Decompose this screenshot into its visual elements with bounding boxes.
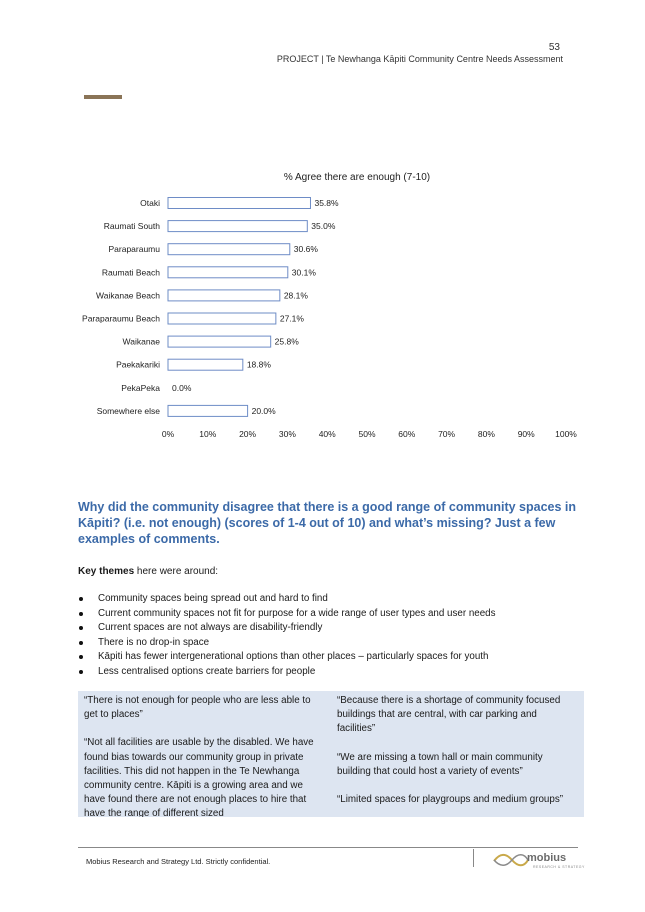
bar — [167, 404, 249, 417]
quote: “Limited spaces for playgroups and mediu… — [337, 794, 563, 806]
bar — [167, 243, 291, 256]
value-label: 35.8% — [314, 198, 339, 208]
page-number: 53 — [548, 42, 560, 53]
bullet-icon — [79, 640, 83, 645]
category-label: Otaki — [140, 198, 160, 208]
x-tick-label: 60% — [398, 429, 415, 439]
value-label: 0.0% — [172, 383, 192, 393]
intro-bold: Key themes — [78, 566, 135, 577]
quote: “Because there is a shortage of communit… — [337, 695, 561, 735]
theme-item: There is no drop-in space — [78, 636, 598, 651]
running-header: PROJECT | Te Newhanga Kāpiti Community C… — [276, 54, 563, 64]
intro-paragraph: Key themes here were around: — [78, 566, 218, 577]
logo-subtitle: RESEARCH & STRATEGY — [533, 865, 585, 869]
bar — [167, 266, 289, 279]
x-tick-label: 70% — [438, 429, 455, 439]
footer-separator — [473, 849, 474, 867]
value-label: 30.6% — [294, 244, 319, 254]
quote: “We are missing a town hall or main comm… — [337, 751, 543, 777]
theme-item: Current spaces are not always are disabi… — [78, 621, 598, 636]
themes-list: Community spaces being spread out and ha… — [78, 592, 598, 680]
bar — [167, 358, 244, 371]
mobius-logo-icon — [493, 853, 529, 867]
category-label: Waikanae Beach — [96, 290, 160, 300]
bullet-icon — [79, 597, 83, 601]
x-tick-label: 40% — [319, 429, 336, 439]
value-label: 28.1% — [284, 290, 309, 300]
value-label: 30.1% — [292, 267, 317, 277]
quotes-box: “There is not enough for people who are … — [78, 691, 584, 817]
category-label: Paraparaumu — [108, 244, 160, 254]
bar-chart: % Agree there are enough (7-10) Otaki 35.8… — [60, 165, 590, 455]
theme-item: Current community spaces not fit for pur… — [78, 607, 598, 622]
x-tick-label: 0% — [162, 429, 175, 439]
value-label: 27.1% — [280, 314, 305, 324]
bullet-icon — [79, 611, 83, 616]
logo-wordmark: mobius — [527, 852, 567, 864]
bar — [167, 220, 308, 233]
value-label: 18.8% — [247, 360, 272, 370]
bar-chart-svg: % Agree there are enough (7-10) Otaki 35.8… — [82, 172, 577, 439]
bar — [167, 197, 311, 209]
x-tick-label: 20% — [239, 429, 256, 439]
quote: “There is not enough for people who are … — [84, 695, 311, 721]
bullet-icon — [79, 655, 83, 660]
value-label: 35.0% — [311, 221, 336, 231]
quotes-left-column: “There is not enough for people who are … — [84, 694, 324, 817]
x-tick-label: 10% — [199, 429, 216, 439]
theme-item: Community spaces being spread out and ha… — [78, 592, 598, 607]
section-question: Why did the community disagree that ther… — [78, 500, 577, 546]
category-label: Somewhere else — [97, 406, 161, 416]
bar — [167, 335, 272, 348]
x-tick-label: 50% — [358, 429, 375, 439]
accent-bar — [84, 95, 122, 99]
bar — [167, 289, 281, 302]
category-label: Raumati Beach — [102, 267, 160, 277]
theme-item: Less centralised options create barriers… — [78, 665, 598, 680]
value-label: 25.8% — [275, 337, 300, 347]
x-tick-label: 100% — [555, 429, 577, 439]
category-label: Paekakariki — [116, 360, 160, 370]
category-label: Waikanae — [123, 337, 161, 347]
footer-rule — [78, 847, 578, 848]
value-label: 20.0% — [252, 406, 277, 416]
bullet-icon — [79, 669, 83, 674]
theme-item: Kāpiti has fewer intergenerational optio… — [78, 650, 598, 665]
quotes-right-column: “Because there is a shortage of communit… — [337, 694, 577, 817]
bar — [167, 312, 277, 325]
category-label: PekaPeka — [121, 383, 160, 393]
quote: “Not all facilities are usable by the di… — [84, 737, 314, 817]
chart-title: % Agree there are enough (7-10) — [284, 172, 430, 183]
category-label: Raumati South — [104, 221, 160, 231]
footer-text: Mobius Research and Strategy Ltd. Strict… — [86, 857, 271, 866]
bullet-icon — [79, 626, 83, 631]
x-tick-label: 30% — [279, 429, 296, 439]
x-tick-label: 80% — [478, 429, 495, 439]
x-tick-label: 90% — [518, 429, 535, 439]
category-label: Paraparaumu Beach — [82, 314, 160, 324]
intro-rest: here were around: — [134, 566, 219, 577]
